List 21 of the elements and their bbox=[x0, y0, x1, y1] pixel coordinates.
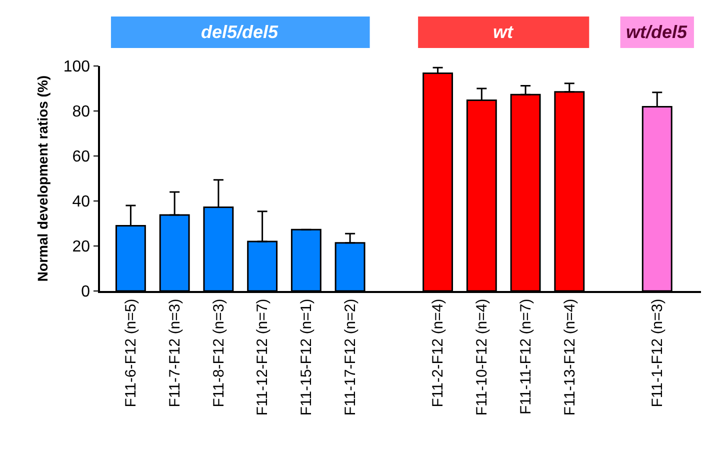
y-tick-label: 0 bbox=[81, 284, 90, 301]
y-tick-label: 100 bbox=[63, 58, 90, 76]
x-tick-label: F11-6-F12 (n=5) bbox=[122, 298, 140, 408]
x-tick-label: F11-2-F12 (n=4) bbox=[430, 298, 447, 408]
y-tick-label: 20 bbox=[72, 238, 90, 256]
x-tick-label: F11-17-F12 (n=2) bbox=[342, 298, 359, 416]
x-tick-label: F11-8-F12 (n=3) bbox=[210, 298, 228, 408]
text: wt bbox=[493, 22, 514, 42]
x-tick-label: F11-13-F12 (n=4) bbox=[561, 298, 578, 416]
text: del5/del5 bbox=[201, 22, 280, 42]
text: wt/del5 bbox=[626, 22, 688, 42]
y-tick-label: 40 bbox=[72, 194, 90, 211]
y-tick-label: 60 bbox=[72, 148, 90, 166]
y-axis-title: Normal development ratios (%) bbox=[34, 75, 50, 282]
x-tick-label: F11-15-F12 (n=1) bbox=[298, 298, 316, 416]
x-tick-label: F11-12-F12 (n=7) bbox=[254, 298, 272, 416]
x-tick-label: F11-1-F12 (n=3) bbox=[649, 298, 666, 408]
x-tick-label: F11-7-F12 (n=3) bbox=[166, 298, 184, 408]
x-tick-label: F11-11-F12 (n=7) bbox=[517, 298, 534, 414]
x-tick-label: F11-10-F12 (n=4) bbox=[474, 298, 491, 416]
y-tick-label: 80 bbox=[72, 104, 90, 121]
